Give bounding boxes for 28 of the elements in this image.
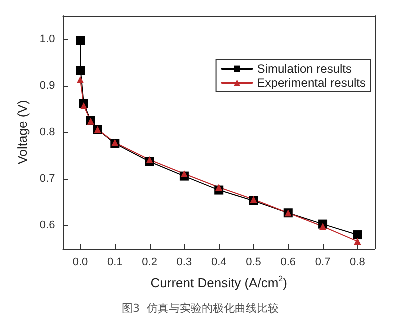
caption: 图3 仿真与实验的极化曲线比较 bbox=[122, 302, 279, 315]
point bbox=[216, 184, 223, 191]
y-tick-label: 0.7 bbox=[40, 173, 56, 186]
y-tick-label: 1.0 bbox=[40, 33, 56, 46]
x-tick-label: 0.7 bbox=[315, 256, 331, 268]
point bbox=[354, 238, 362, 246]
legend-label: Simulation results bbox=[257, 62, 352, 76]
y-axis-title: Voltage (V) bbox=[15, 100, 30, 165]
point bbox=[180, 170, 188, 178]
y-tick-label: 0.8 bbox=[40, 126, 56, 138]
x-tick-label: 0.0 bbox=[72, 256, 88, 268]
y-tick-label: 0.9 bbox=[40, 80, 56, 92]
x-tick-label: 0.2 bbox=[142, 256, 158, 268]
x-tick-label: 0.6 bbox=[280, 256, 296, 268]
x-tick-label: 0.1 bbox=[108, 256, 123, 268]
point bbox=[76, 36, 86, 46]
x-tick-label: 0.5 bbox=[246, 256, 262, 268]
y-tick-label: 0.6 bbox=[40, 220, 56, 232]
x-tick-label: 0.8 bbox=[350, 256, 366, 268]
point bbox=[77, 76, 84, 84]
point bbox=[146, 156, 154, 164]
x-tick-label: 0.4 bbox=[211, 256, 227, 268]
point bbox=[76, 66, 86, 76]
legend-label: Experimental results bbox=[257, 76, 366, 90]
x-tick-label: 0.3 bbox=[176, 256, 192, 268]
point bbox=[80, 102, 88, 110]
point bbox=[353, 230, 362, 240]
point bbox=[320, 223, 327, 230]
